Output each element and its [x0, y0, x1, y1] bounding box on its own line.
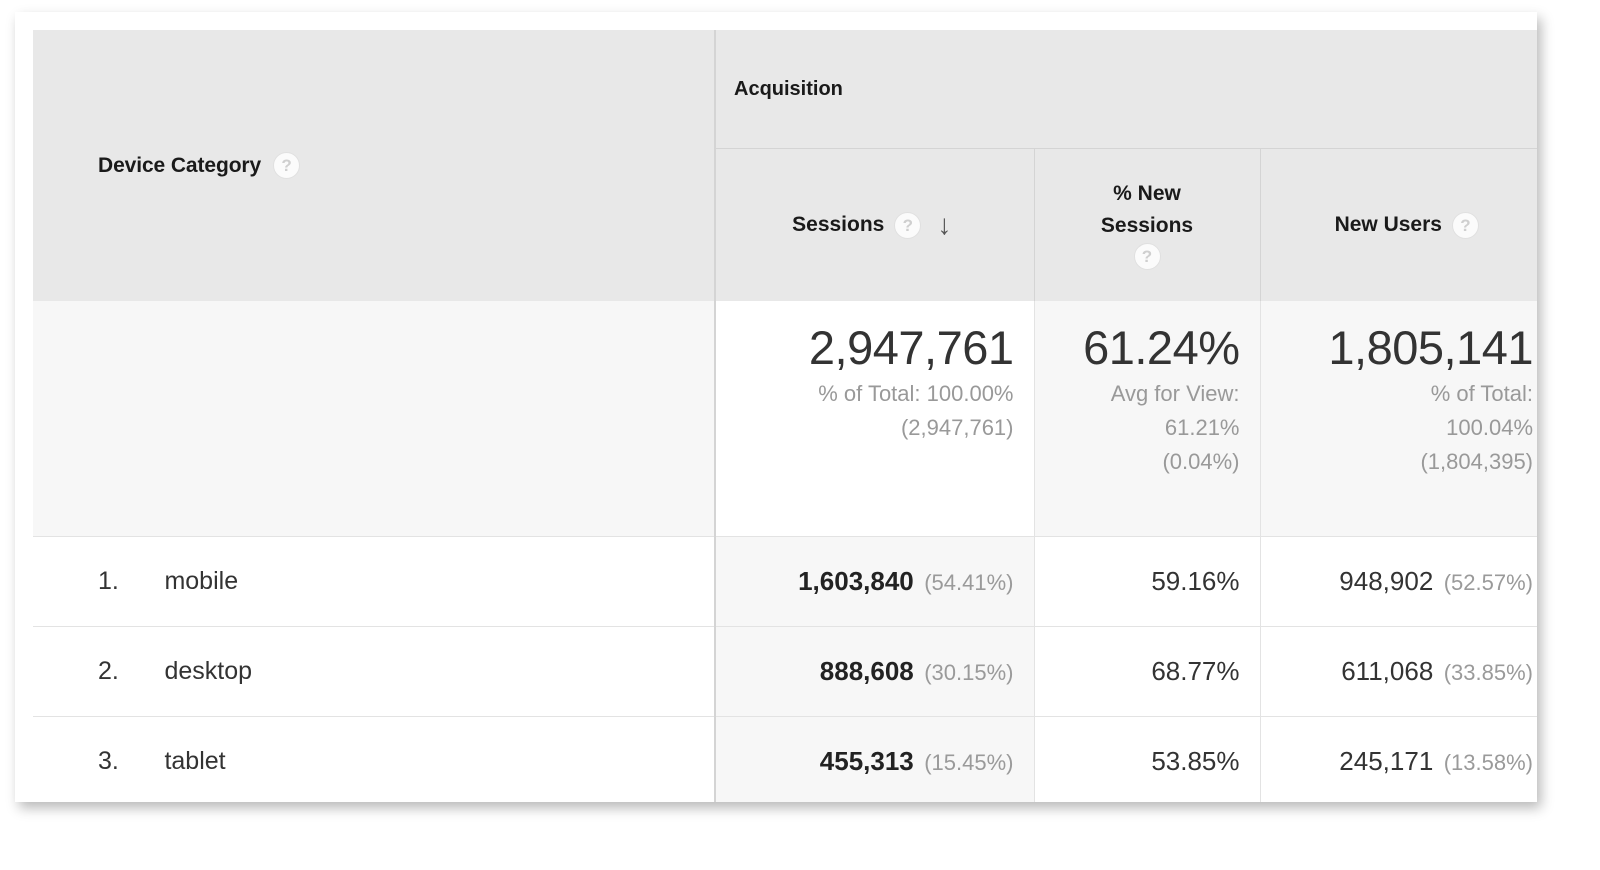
table-row[interactable]: 3. tablet 455,313 (15.45%) 53.85% 245,17… [33, 716, 1537, 802]
row-new-users-value: 611,068 [1341, 655, 1434, 686]
report-card: Device Category ? Acquisition Sessions ?… [15, 12, 1537, 802]
row-device-cell: 3. tablet [33, 716, 716, 802]
row-pct-new-sessions-value: 53.85% [1151, 745, 1240, 776]
row-new-users-value: 948,902 [1339, 565, 1434, 596]
row-new-users-percent: (13.58%) [1443, 749, 1534, 775]
table-row[interactable]: 1. mobile 1,603,840 (54.41%) 59.16% 948,… [33, 536, 1537, 627]
summary-pct-new-sessions-sub1: Avg for View: [1110, 380, 1240, 406]
row-sessions-cell: 888,608 (30.15%) [715, 626, 1035, 717]
summary-new-users-sub1: % of Total: [1430, 380, 1534, 406]
pct-new-sessions-header-line1: % New [1113, 181, 1181, 205]
table-row[interactable]: 2. desktop 888,608 (30.15%) 68.77% 611,0… [33, 626, 1537, 717]
summary-sessions-sub2: (2,947,761) [900, 414, 1014, 440]
help-circle-icon[interactable]: ? [273, 152, 301, 179]
row-new-users-cell: 245,171 (13.58%) [1260, 716, 1537, 802]
summary-sessions-cell: 2,947,761 % of Total: 100.00% (2,947,761… [715, 301, 1035, 537]
column-header-new-users[interactable]: New Users ? [1260, 148, 1537, 301]
acquisition-group-label: Acquisition [734, 77, 843, 100]
row-new-users-percent: (33.85%) [1443, 659, 1534, 685]
row-device-cell: 2. desktop [33, 626, 716, 717]
header-metric-row: Sessions ? ↓ % New Sessions ? New Users [33, 148, 1537, 301]
summary-row: 2,947,761 % of Total: 100.00% (2,947,761… [33, 301, 1537, 537]
dimension-header-cell[interactable]: Device Category ? [33, 30, 716, 301]
row-sessions-percent: (54.41%) [924, 569, 1014, 595]
row-sessions-percent: (15.45%) [924, 749, 1014, 775]
summary-new-users-cell: 1,805,141 % of Total: 100.04% (1,804,395… [1260, 301, 1537, 537]
table-header: Device Category ? Acquisition Sessions ?… [33, 30, 1537, 301]
summary-dimension-cell [33, 301, 716, 537]
summary-sessions-value: 2,947,761 [808, 321, 1014, 374]
row-device-cell: 1. mobile [33, 536, 716, 627]
row-new-users-percent: (52.57%) [1443, 569, 1534, 595]
summary-pct-new-sessions-sub3: (0.04%) [1162, 449, 1240, 475]
table-body: 2,947,761 % of Total: 100.00% (2,947,761… [33, 301, 1537, 802]
summary-new-users-sub2: 100.04% [1446, 414, 1534, 440]
column-header-pct-new-sessions[interactable]: % New Sessions ? [1034, 148, 1261, 301]
row-sessions-cell: 455,313 (15.45%) [715, 716, 1035, 802]
row-device-label[interactable]: desktop [164, 656, 253, 685]
acquisition-group-header: Acquisition [715, 30, 1537, 149]
arrow-down-icon[interactable]: ↓ [937, 209, 952, 240]
row-index: 3. [98, 746, 119, 775]
summary-sessions-sub1: % of Total: 100.00% [818, 380, 1014, 406]
row-sessions-cell: 1,603,840 (54.41%) [715, 536, 1035, 627]
device-category-table: Device Category ? Acquisition Sessions ?… [33, 30, 1537, 802]
row-device-label[interactable]: tablet [164, 746, 226, 775]
row-device-label[interactable]: mobile [164, 566, 239, 595]
row-sessions-percent: (30.15%) [924, 659, 1014, 685]
row-new-users-value: 245,171 [1339, 745, 1434, 776]
summary-pct-new-sessions-sub2: 61.21% [1164, 414, 1240, 440]
row-new-users-cell: 611,068 (33.85%) [1260, 626, 1537, 717]
new-users-header-label: New Users [1334, 213, 1442, 237]
row-pct-new-sessions-value: 68.77% [1151, 655, 1240, 686]
summary-pct-new-sessions-value: 61.24% [1083, 321, 1240, 374]
help-circle-icon[interactable]: ? [894, 211, 922, 239]
row-pct-new-sessions-cell: 59.16% [1034, 536, 1261, 627]
row-index: 2. [98, 656, 119, 685]
row-sessions-value: 455,313 [819, 745, 914, 776]
row-pct-new-sessions-cell: 68.77% [1034, 626, 1261, 717]
row-sessions-value: 1,603,840 [798, 565, 914, 596]
column-header-sessions[interactable]: Sessions ? ↓ [715, 148, 1035, 301]
header-group-row: Device Category ? Acquisition [33, 30, 1537, 301]
row-pct-new-sessions-cell: 53.85% [1034, 716, 1261, 802]
summary-pct-new-sessions-cell: 61.24% Avg for View: 61.21% (0.04%) [1034, 301, 1261, 537]
summary-new-users-value: 1,805,141 [1328, 321, 1534, 374]
help-circle-icon[interactable]: ? [1133, 243, 1161, 271]
dimension-header-label: Device Category [98, 153, 262, 177]
summary-new-users-sub3: (1,804,395) [1420, 449, 1534, 475]
sessions-header-label: Sessions [792, 213, 885, 237]
row-pct-new-sessions-value: 59.16% [1151, 565, 1240, 596]
row-sessions-value: 888,608 [819, 655, 914, 686]
row-new-users-cell: 948,902 (52.57%) [1260, 536, 1537, 627]
row-index: 1. [98, 566, 119, 595]
help-circle-icon[interactable]: ? [1451, 211, 1479, 239]
pct-new-sessions-header-line2: Sessions [1100, 213, 1194, 237]
